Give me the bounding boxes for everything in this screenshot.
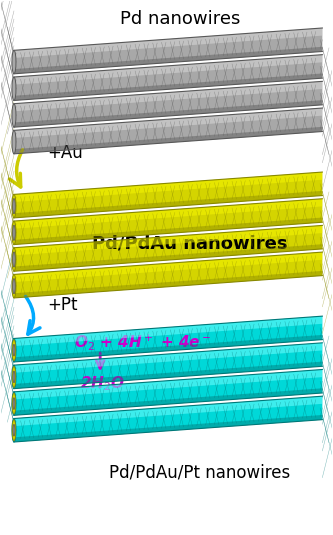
Polygon shape <box>14 191 322 218</box>
Polygon shape <box>14 316 322 362</box>
Ellipse shape <box>12 131 16 154</box>
Polygon shape <box>14 370 322 415</box>
Ellipse shape <box>12 50 16 74</box>
Polygon shape <box>14 55 322 101</box>
Polygon shape <box>14 108 322 138</box>
Ellipse shape <box>12 392 16 415</box>
Ellipse shape <box>12 77 16 101</box>
Ellipse shape <box>12 419 16 441</box>
Polygon shape <box>14 362 322 388</box>
Polygon shape <box>14 198 322 228</box>
Ellipse shape <box>12 340 16 361</box>
Text: +Au: +Au <box>47 144 83 162</box>
Ellipse shape <box>13 252 15 267</box>
Polygon shape <box>14 28 322 58</box>
Polygon shape <box>14 172 322 202</box>
Ellipse shape <box>12 104 16 127</box>
Ellipse shape <box>13 225 15 240</box>
Polygon shape <box>14 108 322 154</box>
Text: Pd/PdAu/Pt nanowires: Pd/PdAu/Pt nanowires <box>109 464 290 482</box>
Polygon shape <box>14 244 322 271</box>
Ellipse shape <box>13 398 15 409</box>
Ellipse shape <box>12 365 16 388</box>
Polygon shape <box>14 225 322 271</box>
Ellipse shape <box>13 371 15 383</box>
Text: 2H$_2$O: 2H$_2$O <box>80 374 126 393</box>
Ellipse shape <box>13 279 15 294</box>
Polygon shape <box>14 47 322 74</box>
Polygon shape <box>14 271 322 298</box>
Polygon shape <box>14 252 322 282</box>
Polygon shape <box>14 172 322 218</box>
Polygon shape <box>14 343 322 373</box>
Polygon shape <box>14 198 322 244</box>
Ellipse shape <box>12 248 16 271</box>
Ellipse shape <box>12 418 16 442</box>
Polygon shape <box>14 225 322 255</box>
Polygon shape <box>14 388 322 415</box>
Text: Pd nanowires: Pd nanowires <box>120 10 240 28</box>
Text: Pd/PdAu nanowires: Pd/PdAu nanowires <box>92 234 287 253</box>
Ellipse shape <box>13 424 15 436</box>
Polygon shape <box>14 343 322 388</box>
Polygon shape <box>14 127 322 154</box>
Ellipse shape <box>12 274 16 298</box>
Polygon shape <box>14 73 322 101</box>
Polygon shape <box>14 218 322 244</box>
Polygon shape <box>14 370 322 400</box>
Polygon shape <box>14 81 322 127</box>
Ellipse shape <box>13 198 15 214</box>
Polygon shape <box>14 316 322 346</box>
Polygon shape <box>14 396 322 426</box>
Polygon shape <box>14 100 322 127</box>
Polygon shape <box>14 252 322 298</box>
Polygon shape <box>14 55 322 85</box>
Text: +Pt: +Pt <box>47 296 78 314</box>
Ellipse shape <box>13 345 15 356</box>
Polygon shape <box>14 81 322 111</box>
Ellipse shape <box>12 366 16 387</box>
Polygon shape <box>14 396 322 442</box>
Ellipse shape <box>12 221 16 244</box>
Polygon shape <box>14 335 322 362</box>
Text: O$_2$ + 4H$^+$ + 4e$^-$: O$_2$ + 4H$^+$ + 4e$^-$ <box>74 332 211 352</box>
Ellipse shape <box>12 339 16 362</box>
Ellipse shape <box>12 194 16 218</box>
Polygon shape <box>14 28 322 74</box>
Ellipse shape <box>12 393 16 414</box>
Polygon shape <box>14 415 322 442</box>
